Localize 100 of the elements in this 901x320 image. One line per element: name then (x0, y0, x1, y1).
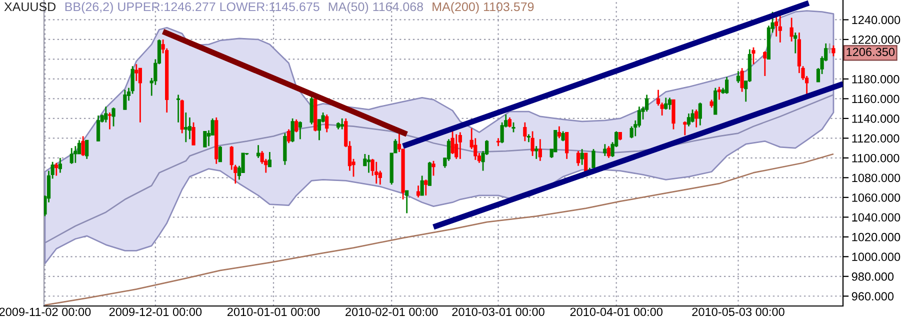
candlestick (565, 132, 569, 160)
candlestick (736, 70, 740, 84)
candlestick (138, 67, 142, 124)
candlestick (561, 130, 565, 142)
candlestick (325, 114, 329, 133)
candlestick (668, 97, 672, 110)
candlestick (664, 97, 668, 110)
candlestick (188, 116, 192, 140)
x-tick-label: 2010-04-01 00:00 (570, 308, 662, 316)
candlestick (794, 32, 798, 54)
candlestick (508, 116, 512, 128)
candlestick (203, 130, 207, 148)
candlestick (752, 46, 756, 65)
y-tick-label: 1240.000 (852, 16, 900, 24)
candlestick (54, 162, 58, 176)
candlestick (74, 145, 78, 164)
candlestick (104, 106, 108, 124)
candlestick (268, 151, 272, 168)
candlestick (108, 112, 112, 130)
candlestick (218, 145, 222, 163)
candlestick (420, 175, 424, 196)
y-tick-label: 1180.000 (852, 75, 900, 84)
candlestick (58, 157, 62, 174)
candlestick (192, 122, 196, 146)
y-tick-label: 1060.000 (852, 193, 900, 202)
candlestick (85, 139, 89, 160)
y-tick-label: 1120.000 (852, 134, 900, 143)
candlestick (123, 89, 127, 110)
candlestick (725, 76, 729, 94)
y-tick-label: 960.000 (852, 292, 894, 301)
candlestick (184, 112, 188, 143)
y-tick-label: 1000.000 (852, 252, 900, 262)
candlestick (580, 148, 584, 166)
legend-label: BB(26,2) UPPER:1246.277 LOWER:1145.675 (65, 2, 320, 14)
candlestick (698, 102, 702, 126)
y-tick-label: 1080.000 (852, 174, 900, 182)
candlestick (694, 108, 698, 128)
x-tick-label: 2010-01-01 00:00 (228, 308, 320, 316)
candlestick (763, 50, 767, 77)
y-tick-label: 1140.000 (852, 114, 900, 123)
y-tick-label: 980.000 (852, 272, 894, 281)
candlestick (432, 160, 436, 176)
candlestick (717, 86, 721, 100)
candlestick (534, 145, 538, 160)
candlestick (828, 42, 832, 54)
candlestick (672, 99, 676, 130)
candlestick (690, 108, 694, 124)
candlestick (454, 134, 458, 160)
candlestick (416, 184, 420, 198)
candlestick (81, 136, 85, 157)
y-tick-label: 1020.000 (852, 232, 900, 242)
candlestick (592, 148, 596, 168)
x-tick-label: 2010-03-01 00:00 (452, 308, 544, 316)
candlestick (538, 138, 542, 162)
line-series (44, 153, 834, 306)
x-tick-label: 2010-02-01 00:00 (346, 308, 438, 316)
candlestick (686, 112, 691, 128)
candlestick (778, 14, 782, 44)
candlestick (576, 150, 580, 167)
candlestick (450, 130, 454, 155)
y-tick-label: 1100.000 (852, 154, 900, 162)
candlestick (603, 143, 607, 157)
candlestick (286, 128, 291, 144)
candlestick (523, 122, 527, 142)
y-tick-label: 1040.000 (852, 213, 900, 222)
candlestick (96, 114, 100, 142)
candlestick (340, 118, 344, 130)
candlestick (230, 145, 234, 170)
candlestick (70, 147, 74, 165)
candlestick (446, 138, 451, 162)
candlestick (294, 118, 298, 133)
candlestick (298, 120, 302, 140)
text: MA(50) 1164.068 (328, 2, 423, 14)
candlestick (832, 44, 836, 57)
candlestick (424, 178, 428, 196)
candlestick (530, 130, 534, 157)
candlestick (310, 96, 314, 126)
candlestick (374, 161, 378, 184)
candlestick (405, 190, 409, 214)
candlestick (366, 154, 371, 174)
candlestick (512, 122, 516, 133)
text: 1206.350 (846, 48, 895, 56)
candlestick (134, 63, 138, 82)
y-tick-label: 1160.000 (852, 94, 900, 104)
candlestick (683, 120, 687, 136)
candlestick (290, 118, 294, 143)
candlestick (714, 87, 718, 116)
chart-title: XAUUSD (4, 2, 56, 12)
candlestick (112, 106, 116, 128)
candlestick (740, 67, 744, 92)
text: MA(200) 1103.579 (432, 2, 534, 14)
x-tick-label: 2010-05-03 00:00 (692, 308, 784, 316)
y-tick-label: 1220.000 (852, 36, 900, 44)
candlestick (606, 145, 611, 159)
candlestick (458, 132, 462, 160)
candlestick (790, 17, 794, 42)
candlestick (176, 94, 180, 124)
candlestick (256, 144, 260, 159)
candlestick (428, 161, 432, 186)
x-tick-label: 2009-12-01 00:00 (109, 308, 202, 316)
